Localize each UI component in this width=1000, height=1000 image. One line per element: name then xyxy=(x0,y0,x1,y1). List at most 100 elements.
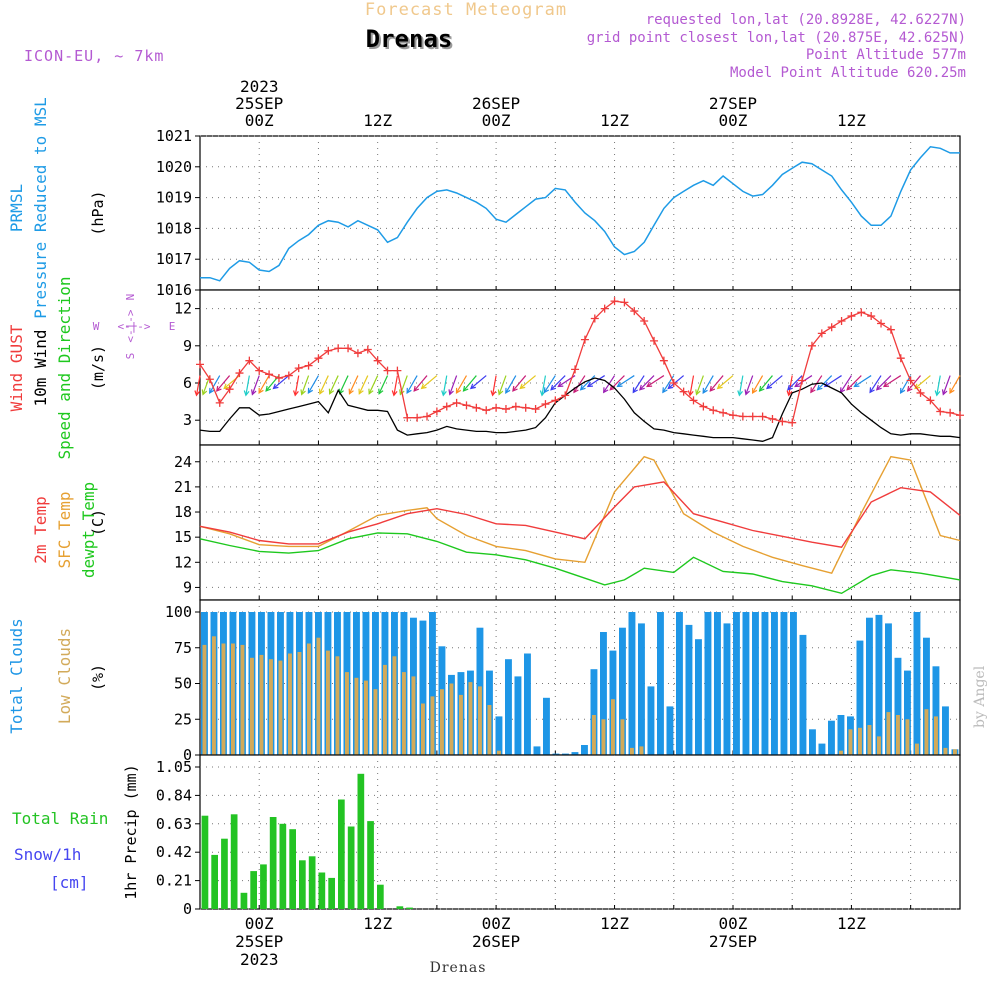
wind-arrow-head xyxy=(751,387,758,394)
low-cloud-bar xyxy=(630,747,634,755)
pressure-panel: 1016 1017 1018 1019 1020 1021 (hPa) xyxy=(89,127,961,299)
total-cloud-bar xyxy=(524,653,531,755)
gust-marker xyxy=(837,317,846,325)
gust-marker xyxy=(620,298,629,307)
low-cloud-bar xyxy=(449,683,454,755)
gust-marker xyxy=(314,354,323,363)
wind-arrow-head xyxy=(603,387,609,394)
wind-arrow xyxy=(787,375,803,391)
gust-marker xyxy=(906,376,915,385)
gust-marker xyxy=(561,391,570,400)
compass-north: N xyxy=(124,294,137,301)
wind-arrow xyxy=(319,375,329,394)
low-cloud-bar xyxy=(896,715,900,755)
rain-bar xyxy=(250,871,257,909)
top-year-label: 2023 xyxy=(240,77,279,96)
wind-arrow-head xyxy=(934,390,941,397)
rain-bar xyxy=(279,823,287,909)
wind-arrow-head xyxy=(899,387,906,394)
low-cloud-bar xyxy=(440,689,444,755)
wind-arrow xyxy=(505,375,517,394)
wind-arrow xyxy=(766,375,783,389)
wind-gust-line xyxy=(199,300,961,424)
gust-marker xyxy=(600,304,609,313)
gust-marker xyxy=(304,361,313,370)
wind-arrow xyxy=(543,375,556,393)
wind-arrow xyxy=(470,375,487,389)
gust-marker xyxy=(916,388,925,397)
y-tick-label: 0.63 xyxy=(156,815,192,833)
rain-bar xyxy=(230,814,238,909)
wind-arrow xyxy=(216,375,231,392)
wind-arrow xyxy=(702,375,714,394)
low-cloud-bar xyxy=(231,643,235,755)
wind-arrow-head xyxy=(550,384,557,391)
low-cloud-bar xyxy=(592,715,596,755)
wind-arrow-head xyxy=(462,385,469,392)
wind-arrow xyxy=(258,375,270,394)
total-cloud-bar xyxy=(429,612,436,755)
low-cloud-bar xyxy=(411,676,416,755)
total-cloud-bar xyxy=(799,634,807,755)
total-cloud-side-label: Total Clouds xyxy=(7,618,26,734)
wind-arrow xyxy=(463,375,477,392)
wind-arrow xyxy=(329,375,339,394)
wind-arrow xyxy=(195,375,201,396)
gust-marker xyxy=(255,366,264,375)
gust-marker xyxy=(896,354,905,363)
wind-arrow xyxy=(936,375,941,396)
y-tick-label: 9 xyxy=(183,578,192,596)
gust-marker xyxy=(324,346,333,355)
wind-arrow-head xyxy=(882,381,890,388)
wind-speed-line xyxy=(199,377,961,442)
total-cloud-bar xyxy=(638,623,645,755)
wind-arrow-head xyxy=(420,383,427,390)
wind-arrow-head xyxy=(543,387,550,394)
wind-arrow-head xyxy=(557,381,564,388)
gust-marker xyxy=(867,312,876,321)
rain-bar xyxy=(289,829,296,909)
wind-arrow-head xyxy=(794,381,801,388)
wind-arrow-head xyxy=(201,389,208,396)
wind-arrow-head xyxy=(632,387,638,394)
total-cloud-bar xyxy=(885,623,892,755)
total-cloud-bar xyxy=(695,639,702,755)
rain-bar xyxy=(201,815,209,909)
wind-arrow-head xyxy=(216,385,222,392)
gust-marker xyxy=(413,413,422,422)
gust-marker xyxy=(857,308,866,317)
total-cloud-bar xyxy=(790,612,797,755)
low-cloud-bar xyxy=(421,703,425,755)
y-axis-label: 1hr Precip (mm) xyxy=(122,764,140,899)
y-tick-label: 25 xyxy=(174,710,192,728)
wind-arrow-head xyxy=(646,381,653,388)
low-cloud-bar xyxy=(943,747,948,755)
gust-marker xyxy=(284,371,293,380)
gust-marker xyxy=(689,396,698,405)
low-cloud-bar xyxy=(221,643,226,755)
rain-bar xyxy=(260,864,267,909)
wind-arrow xyxy=(580,375,596,391)
compass-arrow: <-|-> xyxy=(117,320,150,333)
low-cloud-bar xyxy=(886,712,891,755)
wind-arrow xyxy=(455,375,468,394)
low-cloud-bar xyxy=(468,682,473,755)
y-tick-label: 0 xyxy=(183,746,192,764)
wind-arrow-head xyxy=(505,387,511,394)
top-time-label: 26SEP xyxy=(472,94,520,113)
gust-marker xyxy=(274,374,283,383)
top-time-label: 12Z xyxy=(837,111,866,130)
gust-side-label: Wind GUST xyxy=(7,324,26,411)
wind-arrow-head xyxy=(258,387,264,394)
total-cloud-bar xyxy=(714,612,721,755)
wind-arrow xyxy=(817,375,833,391)
wind-arrow xyxy=(209,375,221,394)
bottom-time-label: 12Z xyxy=(363,914,392,933)
total-cloud-bar xyxy=(562,753,569,755)
wind-arrow xyxy=(846,375,862,391)
wind-arrow xyxy=(492,375,497,396)
wind-arrow-head xyxy=(300,389,306,396)
total-cloud-bar xyxy=(628,612,636,755)
low-cloud-bar xyxy=(364,680,368,755)
